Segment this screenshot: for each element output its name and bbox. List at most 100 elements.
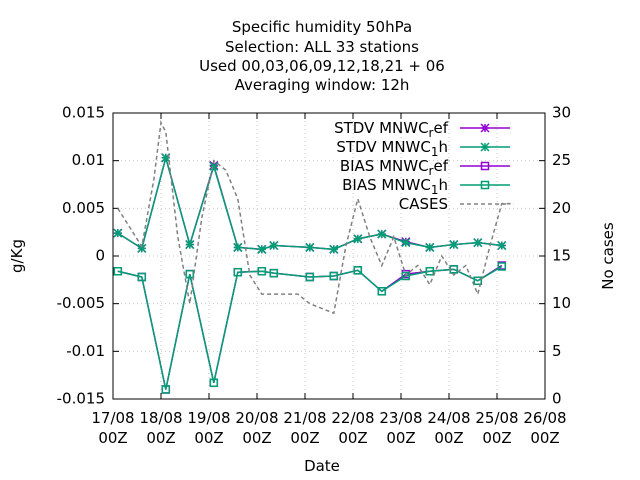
legend-label-subscript: 1	[431, 183, 439, 197]
data-point-star-marker	[449, 240, 459, 250]
data-point-square-marker	[233, 267, 243, 277]
x-tick-hour-label: 00Z	[338, 429, 367, 447]
title-line-1: Specific humidity 50hPa	[232, 18, 412, 36]
y-tick-label: -0.005	[57, 294, 105, 312]
data-point-square-marker	[113, 267, 123, 276]
x-tick-hour-label: 00Z	[482, 429, 511, 447]
data-point-star-marker	[401, 238, 411, 248]
legend-label-main: CASES	[399, 195, 448, 213]
data-point-star-marker	[185, 240, 195, 250]
y-tick-label: 0.015	[62, 104, 105, 122]
data-point-star-marker	[425, 242, 435, 252]
data-point-square-marker	[137, 272, 147, 282]
data-point-square-marker	[329, 271, 339, 281]
x-tick-hour-label: 00Z	[434, 429, 463, 447]
legend-label: BIAS MNWC1h	[342, 176, 448, 197]
x-tick-date-label: 21/08	[283, 409, 326, 427]
legend-label: CASES	[399, 195, 448, 213]
y-tick-label: 0.01	[72, 151, 105, 169]
x-tick-date-label: 22/08	[331, 409, 374, 427]
data-point-star-marker	[305, 242, 315, 252]
legend-entry: BIAS MNWCref	[340, 157, 510, 178]
data-point-square-marker	[353, 266, 363, 275]
y-tick-label: 0	[95, 247, 105, 265]
data-point-star-marker	[257, 244, 267, 254]
legend-entry: CASES	[399, 195, 510, 213]
series-cases	[117, 119, 514, 315]
x-tick-date-label: 23/08	[379, 409, 422, 427]
series-bias-mnwc-1h	[113, 262, 507, 394]
data-point-square-marker	[480, 161, 490, 171]
x-tick-hour-label: 00Z	[194, 429, 223, 447]
x-tick-hour-label: 00Z	[386, 429, 415, 447]
y2-tick-label: 10	[552, 294, 571, 312]
series-line	[117, 264, 503, 390]
data-point-star-marker	[480, 142, 490, 152]
legend-entry: STDV MNWCref	[334, 119, 510, 140]
legend-label-tail: h	[438, 138, 448, 156]
plot-frame	[112, 112, 546, 400]
x-tick-hour-label: 00Z	[146, 429, 175, 447]
legend-label-main: BIAS MNWC	[342, 176, 431, 194]
legend-label-tail: h	[438, 176, 448, 194]
y-axis-label: g/Kg	[8, 239, 26, 273]
data-point-square-marker	[497, 262, 507, 271]
data-point-star-marker	[233, 242, 243, 252]
x-axis-label: Date	[304, 457, 340, 475]
title-line-3: Used 00,03,06,09,12,18,21 + 06	[199, 57, 445, 75]
y2-tick-label: 30	[552, 104, 571, 122]
tick-labels: 0.0150.010.0050-0.005-0.01-0.01530252015…	[57, 104, 571, 448]
legend-label-main: BIAS MNWC	[340, 157, 429, 175]
legend-label: STDV MNWC1h	[336, 138, 448, 159]
series-stdv-mnwc-1h	[113, 153, 507, 254]
title-line-2: Selection: ALL 33 stations	[225, 38, 419, 56]
y2-tick-label: 25	[552, 151, 571, 169]
data-point-star-marker	[480, 123, 490, 133]
x-tick-date-label: 18/08	[139, 409, 182, 427]
y-tick-label: 0.005	[62, 199, 105, 217]
y2-axis-label: No cases	[599, 222, 617, 290]
data-point-star-marker	[269, 240, 279, 251]
data-point-square-marker	[185, 269, 195, 279]
data-point-square-marker	[161, 385, 171, 394]
title-line-4: Averaging window: 12h	[235, 76, 410, 94]
series-layer	[113, 119, 514, 394]
x-tick-hour-label: 00Z	[530, 429, 559, 447]
x-tick-date-label: 26/08	[523, 409, 566, 427]
x-tick-hour-label: 00Z	[290, 429, 319, 447]
data-point-square-marker	[480, 180, 490, 190]
y2-tick-label: 20	[552, 199, 571, 217]
legend-label-subscript: r	[429, 164, 434, 178]
legend-label-tail: ef	[433, 157, 448, 175]
data-point-square-marker	[377, 287, 387, 296]
y2-tick-label: 0	[552, 390, 562, 408]
data-point-star-marker	[377, 229, 387, 239]
x-tick-date-label: 25/08	[475, 409, 518, 427]
x-tick-hour-label: 00Z	[98, 429, 127, 447]
y2-tick-label: 5	[552, 342, 562, 360]
data-point-star-marker	[329, 244, 339, 254]
legend-label: BIAS MNWCref	[340, 157, 449, 178]
data-point-star-marker	[209, 161, 219, 171]
data-point-star-marker	[497, 240, 507, 251]
data-point-square-marker	[425, 267, 435, 276]
legend-label-main: STDV MNWC	[334, 119, 428, 137]
data-point-square-marker	[401, 271, 411, 281]
x-tick-hour-label: 00Z	[242, 429, 271, 447]
data-point-star-marker	[353, 234, 363, 244]
legend-entry: STDV MNWC1h	[336, 138, 510, 159]
grid	[112, 112, 546, 400]
x-tick-date-label: 24/08	[427, 409, 470, 427]
data-point-star-marker	[473, 238, 483, 248]
chart-title: Specific humidity 50hPa Selection: ALL 3…	[199, 18, 445, 94]
series-bias-mnwc-ref	[113, 261, 507, 394]
legend-label-subscript: 1	[431, 145, 439, 159]
data-point-square-marker	[269, 268, 279, 278]
legend-label: STDV MNWCref	[334, 119, 449, 140]
y2-tick-label: 15	[552, 247, 571, 265]
legend-entry: BIAS MNWC1h	[342, 176, 510, 197]
series-line	[117, 265, 503, 390]
legend-label-tail: ef	[433, 119, 448, 137]
y-tick-label: -0.01	[66, 342, 105, 360]
